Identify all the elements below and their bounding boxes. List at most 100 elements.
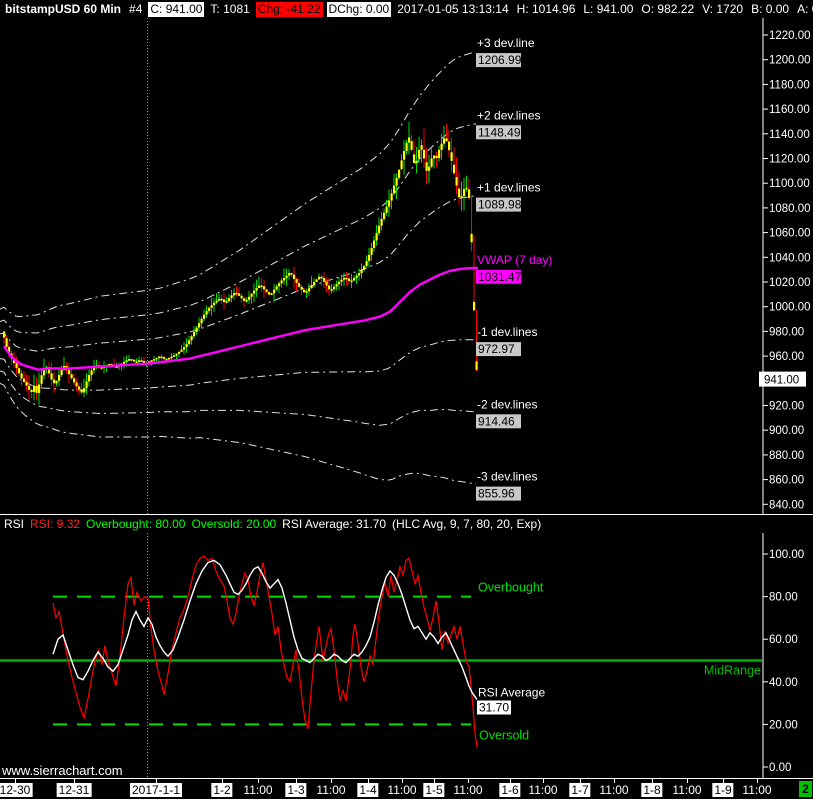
candle-body xyxy=(320,276,323,279)
candle-body xyxy=(260,285,263,288)
time-axis-tick xyxy=(222,779,223,783)
time-axis[interactable]: 12-30 12-31 2017-1-1 1-2 11:00 1-3 11:00 1-4 11:… xyxy=(0,778,813,799)
candle-body xyxy=(115,366,118,369)
vwap-deviation-band xyxy=(0,382,477,485)
dev-line-label: +1 dev.lines xyxy=(477,181,541,195)
chartbook-page-indicator[interactable]: 2 xyxy=(799,781,812,797)
rsi-header-field: Overbought: 80.00 xyxy=(86,517,186,531)
date-label: 12-31 xyxy=(56,783,92,797)
candle-body xyxy=(248,296,251,300)
candle-body xyxy=(355,275,358,279)
oversold-label: Oversold xyxy=(479,728,529,742)
candle-body xyxy=(5,338,8,347)
value-box xyxy=(476,414,521,429)
candle-body xyxy=(315,279,318,282)
price-axis-label: 1200.00 xyxy=(769,55,811,67)
dev-line-label: -3 dev.lines xyxy=(477,470,537,484)
candle-body xyxy=(28,385,31,390)
candle-body xyxy=(388,200,391,207)
date-label: 1-8 xyxy=(641,783,663,797)
candle-body xyxy=(418,149,421,159)
date-label: 12-30 xyxy=(0,783,33,797)
rsi-header-field: RSI: 9.32 xyxy=(30,517,81,531)
time-axis-tick xyxy=(510,779,511,783)
candle-body xyxy=(258,285,261,288)
candle-body xyxy=(88,375,91,382)
candle-body xyxy=(148,361,151,364)
price-axis-label: 1180.00 xyxy=(769,79,810,91)
price-axis-label: 1100.00 xyxy=(769,178,810,190)
header-field: DChg: 0.00 xyxy=(326,1,392,17)
time-axis-tick xyxy=(156,779,157,783)
candle-body xyxy=(188,340,191,344)
candle-body xyxy=(160,356,163,359)
candle-body xyxy=(273,289,276,294)
candle-body xyxy=(240,295,243,299)
rsi-header-field: RSI Average: 31.70 xyxy=(282,517,387,531)
candle-body xyxy=(405,142,408,152)
rsi-header-field: (HLC Avg, 9, 7, 80, 20, Exp) xyxy=(392,517,542,531)
candle-body xyxy=(353,278,356,281)
candle-body xyxy=(383,212,386,219)
candle-body xyxy=(335,284,338,287)
candle-body xyxy=(423,149,426,159)
candle-body xyxy=(170,356,173,359)
candle-body xyxy=(285,275,288,279)
time-axis-tick xyxy=(652,779,653,783)
time-label: 11:00 xyxy=(243,783,273,797)
candle-body xyxy=(75,382,78,387)
candle-body xyxy=(445,138,448,142)
symbol-header-bar: bitstampUSD 60 Min #4 C: 941.00 T: 1081 Chg:… xyxy=(0,0,813,18)
candle-body xyxy=(305,291,308,293)
value-box xyxy=(476,53,521,68)
candle-body xyxy=(348,278,351,281)
candle-body xyxy=(150,360,153,362)
candle-body xyxy=(265,289,268,293)
candle-body xyxy=(378,225,381,234)
candle-body xyxy=(295,279,298,283)
candle-body xyxy=(35,385,38,393)
candle-body xyxy=(243,298,246,301)
rsi-subchart[interactable]: 0.00 20.00 40.00 60.00 80.00 100.00 Overbought… xyxy=(0,533,813,778)
candle-body xyxy=(280,280,283,284)
candle-body xyxy=(13,358,16,364)
candle-body xyxy=(443,138,446,144)
rsi-study-header: RSI RSI: 9.32 Overbought: 80.00 Oversold: 2… xyxy=(0,514,813,533)
candle-body xyxy=(123,361,126,364)
candle-body xyxy=(223,299,226,302)
candle-body xyxy=(90,370,93,375)
candle-body xyxy=(425,162,428,171)
main-price-chart[interactable]: 840.00 860.00 880.00 900.00 920.00 960.00 980.… xyxy=(0,18,813,514)
time-label: 11:00 xyxy=(672,783,702,797)
candle-body xyxy=(130,359,133,361)
time-axis-tick xyxy=(468,779,469,783)
candle-body xyxy=(165,359,168,361)
candle-body xyxy=(450,152,453,161)
time-label: 11:00 xyxy=(742,783,772,797)
time-axis-tick xyxy=(434,779,435,783)
candle-body xyxy=(185,344,188,348)
candle-body xyxy=(343,277,346,280)
price-axis-label: 1020.00 xyxy=(769,277,811,289)
price-axis-label: 1000.00 xyxy=(769,302,811,314)
midrange-label: MidRange xyxy=(704,664,761,678)
value-box xyxy=(476,269,521,284)
candle-body xyxy=(228,298,231,302)
candle-body xyxy=(233,292,236,296)
candle-body xyxy=(93,367,96,371)
date-label: 1-3 xyxy=(285,783,307,797)
price-axis-label: 920.00 xyxy=(769,401,804,413)
candle-body xyxy=(73,378,76,383)
value-box-text: 1206.99 xyxy=(478,53,522,67)
candle-body xyxy=(203,314,206,319)
candle-body xyxy=(308,288,311,292)
candle-body xyxy=(33,385,36,392)
candle-body xyxy=(213,302,216,306)
candle-body xyxy=(400,160,403,169)
vwap-label: VWAP (7 day) xyxy=(477,253,552,267)
candle-body xyxy=(338,281,341,285)
rsi-axis-label: 80.00 xyxy=(769,592,798,604)
dev-line-label: +3 dev.line xyxy=(477,36,535,50)
rsi-axis-label: 0.00 xyxy=(769,762,791,774)
candle-body xyxy=(20,373,23,379)
